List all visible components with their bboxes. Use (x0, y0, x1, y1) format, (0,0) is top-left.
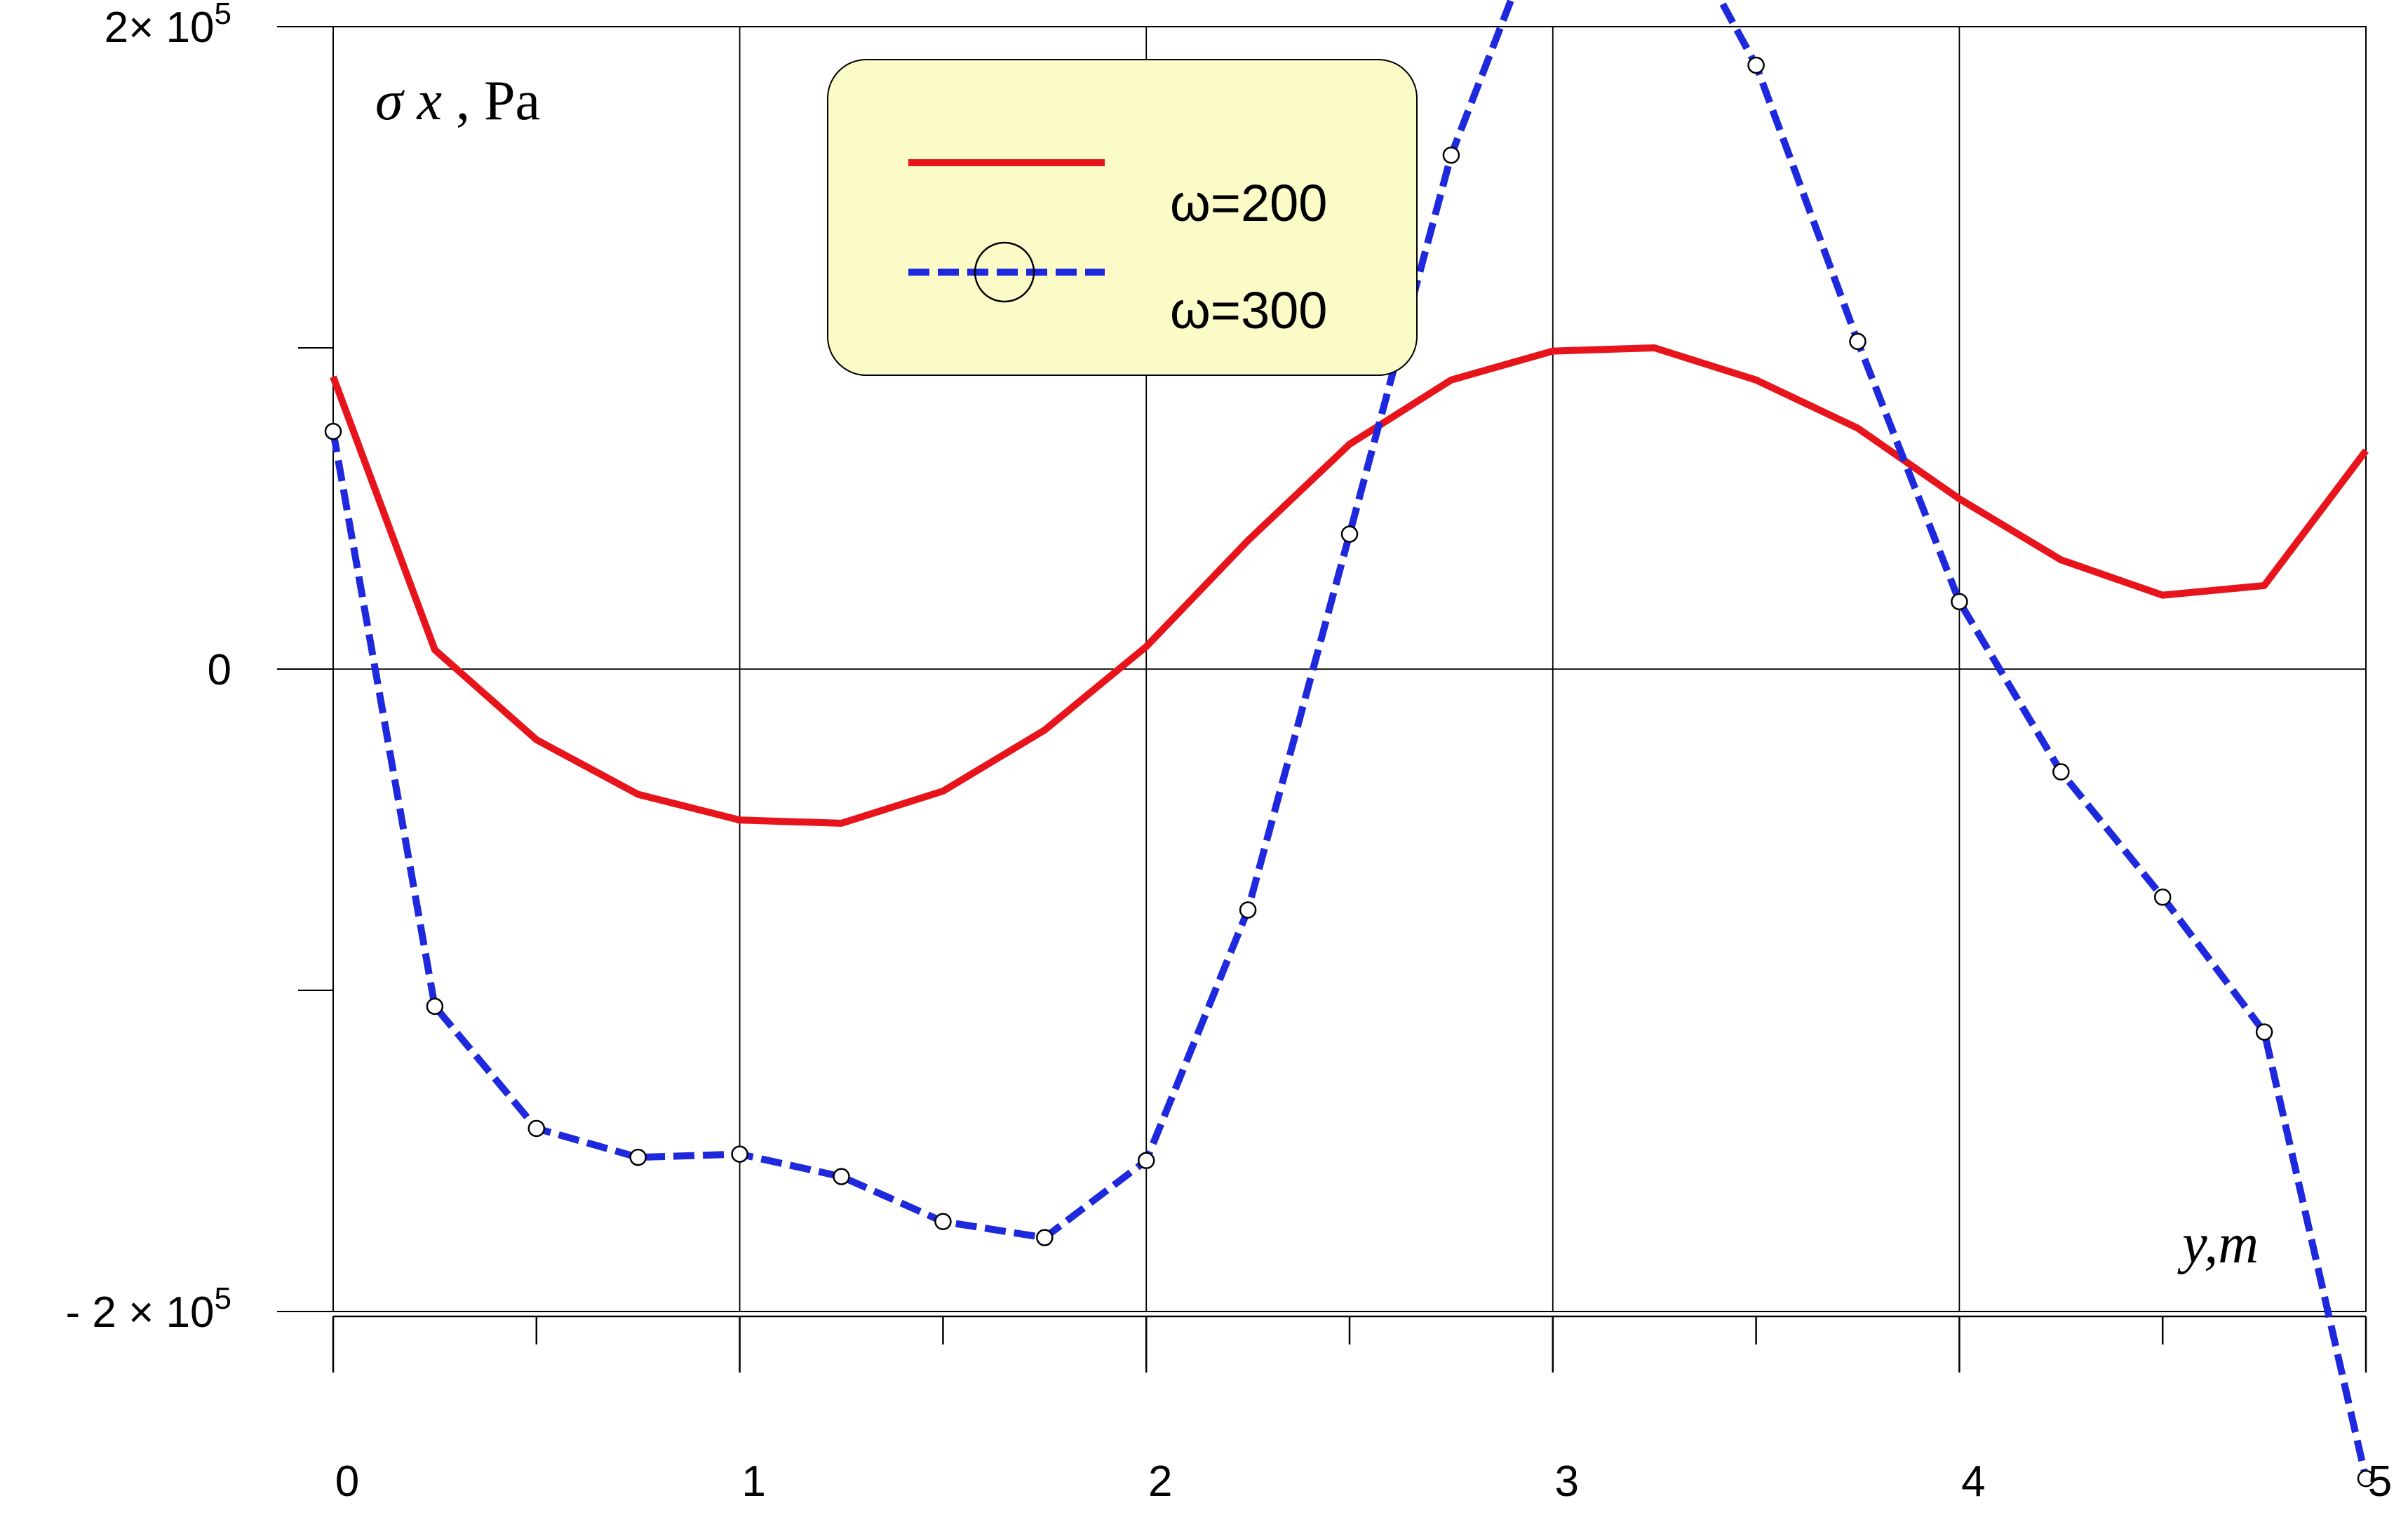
series-line-2 (330, 0, 2369, 1480)
series-point (527, 1119, 546, 1138)
series-point (629, 1148, 647, 1166)
y-tick-label: 2× 105 (105, 0, 231, 52)
x-tick-label: 0 (335, 1457, 359, 1506)
series-point (2052, 763, 2070, 781)
y-tick-label: 0 (208, 646, 231, 694)
series-point (1036, 1229, 1054, 1246)
legend-marker (974, 241, 1035, 303)
series-point (426, 997, 444, 1016)
legend-label-1: ω=200 (1170, 174, 1327, 232)
series-point (1849, 332, 1866, 351)
series-point (833, 1168, 850, 1185)
y-tick-label: - 2 × 105 (66, 1281, 231, 1337)
x-tick-label: 1 (741, 1457, 765, 1506)
legend-label-2: ω=300 (1170, 281, 1327, 339)
x-tick-label: 2 (1148, 1457, 1172, 1506)
x-axis-title: y,m (2177, 1213, 2259, 1275)
labels: 0 1 2 3 4 5 2× 105 0 - 2 × 105 σ x , Pa y,m (66, 0, 2393, 1506)
series-point (1340, 525, 1359, 543)
y-axis-title: σ x , Pa (375, 70, 540, 132)
series-point (2255, 1023, 2273, 1041)
series-point (2357, 1469, 2375, 1488)
x-tick-label: 4 (1961, 1457, 1985, 1506)
series-point (2153, 888, 2172, 906)
legend: ω=200 ω=300 (827, 59, 1418, 376)
series-point (731, 1145, 748, 1163)
axes (277, 26, 2367, 1373)
series-point (934, 1213, 952, 1231)
series-point (1239, 901, 1257, 919)
legend-box (827, 59, 1418, 376)
series-point (1442, 146, 1460, 164)
series-point (1137, 1152, 1155, 1169)
series-layer (324, 0, 2375, 1488)
series-point (1951, 593, 1968, 611)
x-tick-label: 5 (2368, 1457, 2392, 1506)
x-tick-label: 3 (1555, 1457, 1579, 1506)
series-point (1747, 56, 1765, 74)
series-line-1 (330, 344, 2369, 827)
series-point (324, 422, 342, 440)
